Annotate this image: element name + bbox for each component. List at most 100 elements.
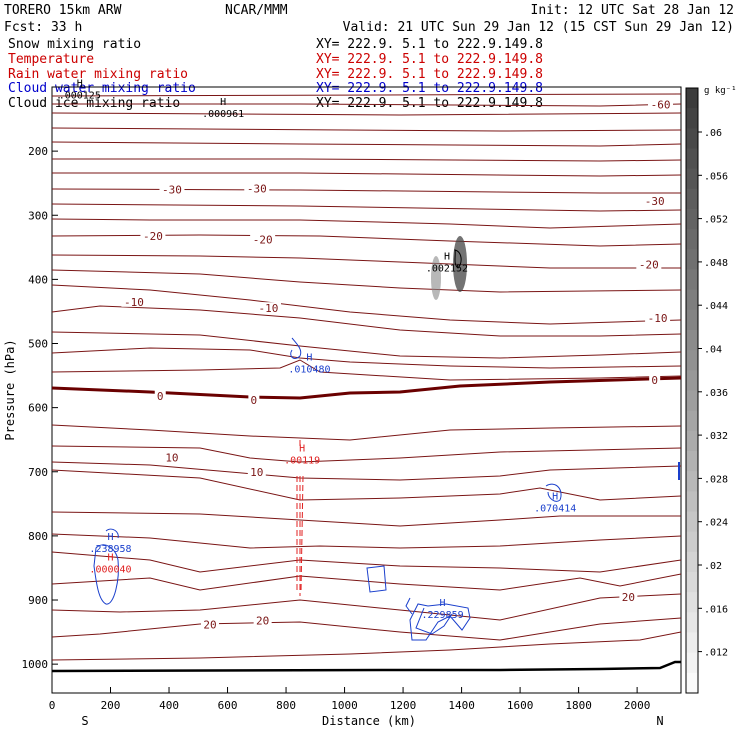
maximum-value: .010480 <box>288 364 330 375</box>
colorbar-tick-label: .016 <box>704 604 728 615</box>
forecast-hour: Fcst: 33 h <box>4 20 82 35</box>
colorbar-swatch <box>686 592 698 613</box>
plot-frame <box>51 86 682 694</box>
colorbar-tick-label: .048 <box>704 258 728 269</box>
maximum-value: .002152 <box>426 264 468 275</box>
x-tick-label: 1400 <box>448 699 475 712</box>
isotherm-label-bg <box>140 229 166 241</box>
legend-rain-xy: XY= 222.9. 5.1 to 222.9.149.8 <box>316 67 543 82</box>
colorbar-frame <box>685 87 699 694</box>
colorbar: .06 .056 .052 .048 .044 .04 .036 .032 .028 .024 .0… <box>685 87 728 694</box>
colorbar-tick-label: .044 <box>704 301 728 312</box>
isotherm-label: 10 <box>250 466 263 479</box>
maximum-marker: H <box>299 443 305 454</box>
colorbar-tick-label: .06 <box>704 128 722 139</box>
legend-temperature-name: Temperature <box>8 52 94 67</box>
ground-line <box>51 660 681 673</box>
colorbar-swatch <box>686 612 698 633</box>
isotherm-label-bg <box>121 295 147 307</box>
colorbar-swatch <box>686 511 698 533</box>
maximum-value: .070414 <box>534 504 576 515</box>
y-tick-label: 1000 <box>22 658 49 671</box>
model-label: TORERO 15km ARW <box>4 3 122 18</box>
init-time: Init: 12 UTC Sat 28 Jan 12 <box>531 3 735 18</box>
colorbar-swatch <box>686 108 698 129</box>
x-tick-label: 400 <box>159 699 179 712</box>
y-tick-label: 400 <box>28 273 48 286</box>
colorbar-tick-label: .032 <box>704 431 728 442</box>
colorbar-swatch <box>686 430 698 452</box>
colorbar-tick-label: .012 <box>704 648 728 659</box>
maximum-value: .238958 <box>89 544 131 555</box>
freezing-level-contour <box>51 376 682 400</box>
x-tick-label: 1200 <box>390 699 417 712</box>
isotherm-label-bg <box>619 590 638 602</box>
x-tick-label: 200 <box>101 699 121 712</box>
y-tick-label: 300 <box>28 209 48 222</box>
colorbar-tick-label: .02 <box>704 561 722 572</box>
colorbar-swatch <box>686 451 698 472</box>
y-tick-label: 200 <box>28 145 48 158</box>
y-axis: 200 300 400 500 600 700 800 900 1000 <box>22 145 58 671</box>
colorbar-tick-label: .024 <box>704 518 728 529</box>
colorbar-swatch <box>686 551 698 573</box>
isotherm-label: 0 <box>157 390 164 403</box>
rain-column <box>296 440 304 596</box>
isotherm-label-bg <box>645 311 671 323</box>
isotherm-label-bg <box>154 390 166 402</box>
maximum-marker: H <box>77 79 83 90</box>
valid-time: Valid: 21 UTC Sun 29 Jan 12 (15 CST Sun … <box>343 20 734 35</box>
maximum-value: .000125 <box>59 91 101 102</box>
colorbar-swatch <box>686 572 698 593</box>
colorbar-swatch <box>686 249 698 270</box>
x-tick-label: 1800 <box>565 699 592 712</box>
legend-cloudwater-name: Cloud water mixing ratio <box>8 81 196 96</box>
isotherm-label-bg <box>636 258 662 270</box>
colorbar-swatch <box>686 128 698 149</box>
maximum-marker: H <box>306 352 312 363</box>
x-tick-label: 1600 <box>507 699 534 712</box>
isotherm-labels: -60 -30 -30 -30 -20 -20 -20 -10 -10 -10 0 0 0 10 10 20 2… <box>121 98 674 631</box>
isotherm-label: 0 <box>651 374 658 387</box>
legend-rain-name: Rain water mixing ratio <box>8 67 188 82</box>
isotherm-label: -10 <box>259 302 279 315</box>
isotherm-label: -10 <box>648 312 668 325</box>
colorbar-swatch <box>686 491 698 512</box>
colorbar-swatch <box>686 471 698 492</box>
maximum-marker: H <box>107 532 113 543</box>
legend-cloudice-xy: XY= 222.9. 5.1 to 222.9.149.8 <box>316 96 543 111</box>
colorbar-swatch <box>686 168 698 190</box>
colorbar-swatch <box>686 632 698 654</box>
colorbar-swatch <box>686 390 698 412</box>
maximum-marker: H <box>552 492 558 503</box>
y-axis-title: Pressure (hPa) <box>3 339 17 440</box>
isotherm-label: -30 <box>162 184 182 197</box>
colorbar-swatch <box>686 148 698 170</box>
maximum-value: .229859 <box>421 610 463 621</box>
x-tick-label: 2000 <box>624 699 651 712</box>
isotherm-label: -20 <box>253 234 273 247</box>
isotherm-label-bg <box>648 98 674 110</box>
cloud-water-contours <box>93 337 562 641</box>
maximum-value: .000040 <box>89 564 131 575</box>
x-axis: 0 200 400 600 800 1000 1200 1400 1600 1800 2000 <box>49 687 651 712</box>
isotherm-label-bg <box>247 465 266 477</box>
legend-snow-xy: XY= 222.9. 5.1 to 222.9.149.8 <box>316 37 543 52</box>
isotherm-label-bg <box>244 182 270 194</box>
colorbar-swatch <box>686 188 698 210</box>
colorbar-tick-label: .056 <box>704 171 728 182</box>
isotherm-label-bg <box>200 618 219 630</box>
colorbar-unit: g kg⁻¹ <box>704 86 737 96</box>
colorbar-swatch <box>686 531 698 553</box>
isotherm-label-bg <box>162 451 181 463</box>
isotherm-label-bg <box>253 614 272 626</box>
y-tick-label: 500 <box>28 338 48 351</box>
legend-temperature-xy: XY= 222.9. 5.1 to 222.9.149.8 <box>316 52 543 67</box>
isotherm-label-bg <box>159 183 185 195</box>
colorbar-tick-label: .028 <box>704 474 728 485</box>
colorbar-swatch <box>686 309 698 331</box>
isotherm-label: -60 <box>651 98 671 111</box>
isotherm-label: 20 <box>256 615 269 628</box>
legend-cloudwater-xy: XY= 222.9. 5.1 to 222.9.149.8 <box>316 81 543 96</box>
x-tick-label: 600 <box>218 699 238 712</box>
